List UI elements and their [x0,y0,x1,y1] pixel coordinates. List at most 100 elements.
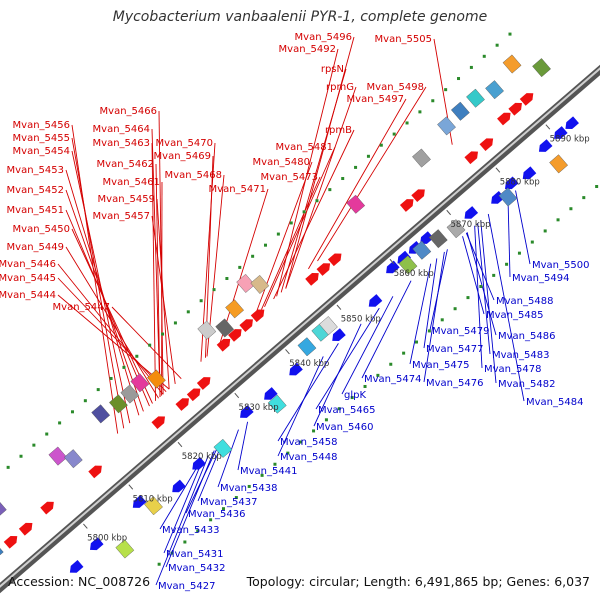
callout-line [111,306,182,379]
gc-dot [431,99,435,103]
forward-gene-arrow [239,319,253,332]
gc-dot [350,396,354,400]
gc-dot [328,188,332,192]
callout-line [151,215,176,384]
gc-dot [173,321,177,325]
forward-gene-arrow [327,253,342,267]
forward-gene-arrow [316,263,331,276]
gc-dot [517,251,521,255]
callout-line [218,188,269,347]
gc-dot [324,418,328,422]
gc-dot [466,296,470,300]
gene-label-forward: Mvan_5447 [53,302,110,313]
gc-dot [225,276,229,280]
gene-label-reverse: Mvan_5484 [526,397,583,408]
reverse-gene-arrow [192,456,206,470]
gene-label-reverse: Mvan_5448 [280,452,337,463]
gene-label-forward: Mvan_5469 [154,151,211,162]
callout-line [423,258,438,349]
gc-dot [263,243,267,247]
gc-dot [495,43,499,47]
gene-label-reverse: Mvan_5465 [318,405,375,416]
gc-dot [148,343,152,347]
feature-box [318,316,338,336]
tick-label: 5820 kbp [182,452,222,462]
gene-label-forward: Mvan_5456 [13,120,70,131]
reverse-gene-arrow [172,479,186,493]
gc-dot [363,384,367,388]
callout-line [261,176,321,310]
gene-label-reverse: Mvan_5431 [166,549,223,560]
callout-line [277,356,324,457]
gc-dot [389,362,393,366]
gc-dot [276,232,280,236]
reverse-gene-arrow [420,231,434,244]
tick-mark [545,124,551,130]
gene-label-reverse: Mvan_5483 [492,350,549,361]
gene-label-forward: rpmB [325,125,352,136]
feature-box [130,373,150,393]
gene-label-reverse: Mvan_5494 [512,273,569,284]
callout-line [477,223,491,355]
callout-line [65,169,140,416]
gene-label-reverse: Mvan_5485 [486,310,543,321]
gc-dot [453,307,457,311]
reverse-gene-arrow [264,387,278,400]
gene-label-forward: Mvan_5471 [209,184,266,195]
callout-line [474,225,483,369]
gc-dot [286,451,290,455]
gene-label-reverse: Mvan_5433 [162,525,219,536]
gc-content-dots [6,32,599,566]
feature-box [236,273,256,293]
gc-dot [96,388,100,392]
gc-dot [6,465,10,469]
gene-label-reverse: Mvan_5436 [188,509,245,520]
tick-mark [128,484,134,490]
feature-box [115,539,135,559]
gc-dot [157,562,161,566]
gene-label-forward: Mvan_5451 [7,205,64,216]
gc-dot [457,77,461,81]
tick-label: 5830 kbp [239,403,279,413]
callout-line [151,128,161,397]
gc-dot [530,240,534,244]
gc-dot [83,399,87,403]
gene-label-reverse: Mvan_5475 [412,360,469,371]
callout-line [71,137,125,429]
reverse-gene-arrow [289,362,303,376]
gc-dot [405,121,409,125]
gc-dot [109,376,113,380]
callout-line [165,450,215,568]
gc-dot [45,432,49,436]
gc-dot [392,132,396,136]
forward-gene-arrow [250,309,265,323]
tick-label: 5840 kbp [289,359,329,369]
callout-line [317,86,427,262]
gc-dot [199,299,203,303]
forward-gene-arrow [464,151,478,165]
forward-gene-arrow [216,338,231,352]
tick-mark [285,349,290,355]
callout-line [159,463,200,530]
gene-label-forward: Mvan_5481 [276,142,333,153]
callout-line [163,460,203,554]
gene-label-reverse: Mvan_5476 [426,378,483,389]
accession-text: Accession: NC_008726 [8,574,151,589]
forward-gene-arrow [196,377,211,390]
reverse-gene-arrow [368,294,383,307]
tick-label: 5850 kbp [341,315,381,325]
gene-label-reverse: Mvan_5486 [498,331,555,342]
gene-label-forward: Mvan_5473 [261,172,318,183]
feature-box [109,394,128,414]
feature-box [225,299,244,319]
callout-line [155,163,161,397]
map-title: Mycobacterium vanbaalenii PYR-1, complet… [112,9,488,25]
reverse-gene-arrow [522,166,537,180]
reverse-gene-arrow [240,405,254,418]
forward-gene-arrow [497,112,511,126]
feature-box [428,229,448,249]
gene-label-forward: Mvan_5480 [253,157,310,168]
backbone-highlight [0,67,600,588]
feature-box [63,449,83,469]
